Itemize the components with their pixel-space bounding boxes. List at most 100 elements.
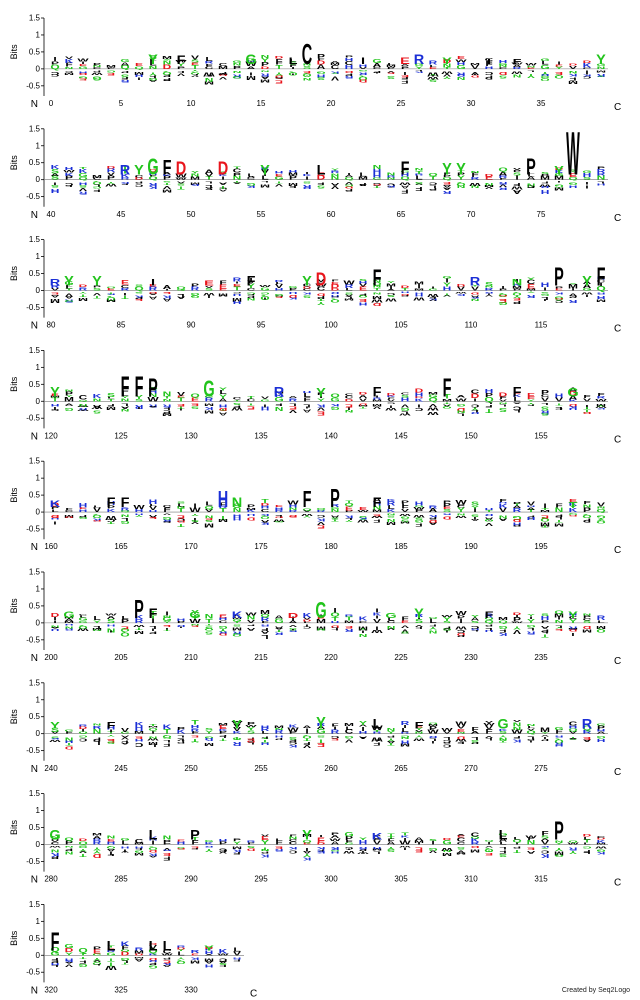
logo-letter: V <box>191 54 200 61</box>
y-tick-label: 0 <box>36 286 41 295</box>
logo-letter: H <box>135 74 144 78</box>
logo-letter: N <box>51 835 60 838</box>
y-tick-label: 0.5 <box>29 601 41 610</box>
logo-letter: H <box>527 518 536 520</box>
logo-letter: P <box>163 77 171 82</box>
logo-letter: N <box>121 514 130 518</box>
logo-letter: V <box>527 501 536 507</box>
logo-letter: V <box>261 169 270 175</box>
logo-letter: S <box>205 728 213 731</box>
logo-letter: N <box>513 721 522 728</box>
logo-letter: T <box>555 519 563 524</box>
logo-letter: A <box>50 294 59 298</box>
logo-letter: R <box>261 616 270 622</box>
logo-letter: D <box>359 403 368 406</box>
logo-letter: K <box>219 729 229 732</box>
logo-letter: G <box>204 395 214 398</box>
logo-letter: I <box>417 616 420 619</box>
logo-letter: G <box>568 182 577 186</box>
y-tick-label: 1 <box>36 917 41 926</box>
logo-letter-F: F <box>107 720 116 731</box>
logo-letter: T <box>582 406 590 410</box>
logo-letter: L <box>429 64 437 67</box>
logo-letter: R <box>317 509 327 512</box>
logo-letter: R <box>344 75 354 79</box>
logo-letter: M <box>274 390 284 394</box>
logo-letter: A <box>442 187 451 191</box>
logo-letter: C <box>554 300 564 304</box>
logo-letter: I <box>375 608 378 614</box>
logo-letter: M <box>260 183 270 188</box>
logo-letter: L <box>261 175 269 181</box>
logo-letter: V <box>247 619 256 624</box>
logo-letter: C <box>106 518 115 523</box>
logo-letter: D <box>261 65 270 70</box>
logo-letter: N <box>261 54 270 59</box>
logo-letter: I <box>375 395 378 398</box>
logo-letter-H: H <box>218 487 228 513</box>
logo-letter: L <box>177 735 184 738</box>
logo-letter: R <box>78 407 88 411</box>
logo-letter: N <box>373 164 382 171</box>
y-tick-label: 1.5 <box>29 678 41 687</box>
logo-letter: M <box>596 299 606 303</box>
logo-letter: C <box>65 404 74 406</box>
logo-letter: P <box>233 838 241 842</box>
logo-letter: E <box>527 846 535 850</box>
logo-letter: H <box>541 282 550 289</box>
logo-letter: N <box>51 625 60 629</box>
logo-letter: Q <box>428 173 437 178</box>
logo-letter: F <box>289 834 296 837</box>
logo-letter: S <box>303 295 311 299</box>
logo-letter: R <box>540 74 550 77</box>
logo-letter: Y <box>359 837 367 841</box>
x-tick-label: 100 <box>324 321 338 330</box>
logo-letter: S <box>541 406 549 412</box>
logo-letter: P <box>513 300 521 305</box>
logo-letter: R <box>470 628 480 632</box>
x-tick-label: 200 <box>44 653 58 662</box>
logo-letter: K <box>569 507 578 513</box>
logo-letter: R <box>597 276 606 281</box>
logo-letter: M <box>414 281 424 286</box>
logo-letter: T <box>316 298 324 302</box>
logo-letter: L <box>93 184 101 188</box>
logo-letter-L: L <box>149 828 158 844</box>
logo-letter: G <box>316 728 325 735</box>
logo-letter: T <box>345 500 353 504</box>
logo-letter: A <box>204 186 214 189</box>
logo-letter: R <box>233 277 242 283</box>
logo-letter: Y <box>597 405 605 407</box>
logo-letter: K <box>596 851 605 855</box>
logo-letter: E <box>541 514 549 519</box>
logo-letter: R <box>205 397 214 403</box>
logo-letter: H <box>359 280 368 284</box>
logo-letter: V <box>345 738 353 743</box>
logo-letter: R <box>485 287 494 291</box>
logo-letter: G <box>120 58 129 63</box>
logo-letter: R <box>232 73 241 78</box>
logo-letter: A <box>442 184 451 188</box>
logo-letter: Q <box>330 298 339 303</box>
logo-letter: K <box>470 297 480 299</box>
logo-letter: C <box>303 288 313 292</box>
logo-letter: N <box>387 518 396 523</box>
logo-letter: Q <box>148 387 158 391</box>
logo-letter: F <box>373 738 380 741</box>
logo-letter: Y <box>149 71 157 76</box>
logo-letter: I <box>137 406 140 409</box>
logo-letter: T <box>51 397 59 402</box>
logo-letter: Q <box>190 72 200 76</box>
logo-letter: D <box>331 625 340 629</box>
logo-letter: H <box>275 170 284 174</box>
logo-letter: S <box>583 176 591 180</box>
logo-letter: I <box>417 403 420 408</box>
logo-letter: R <box>568 625 577 630</box>
logo-panel: 1.510.50-0.5BitsVREAMTLLGVARQRDYTMSPVTEQ… <box>9 235 621 335</box>
logo-letter: D <box>569 629 578 632</box>
logo-letter: T <box>191 836 199 841</box>
logo-letter: R <box>597 615 606 622</box>
logo-letter: F <box>65 508 72 511</box>
logo-letter: C <box>331 296 340 298</box>
x-tick-label: 205 <box>114 653 128 662</box>
